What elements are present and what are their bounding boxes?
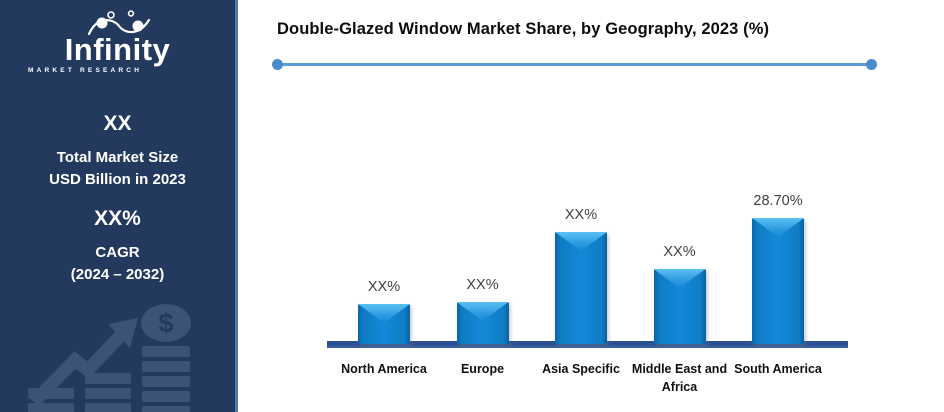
category-label: North America (341, 362, 427, 376)
infinity-loop-icon (87, 10, 150, 36)
stat-market-size-label-line1: Total Market Size (56, 149, 179, 166)
data-label: XX% (663, 244, 696, 260)
stat-cagr: XX% CAGR (2024 – 2032) (0, 207, 235, 286)
svg-text:$: $ (158, 308, 173, 338)
bar-europe (456, 302, 509, 344)
bar-middle-east-and-africa (653, 269, 706, 344)
stat-market-size: XX Total Market Size USD Billion in 2023 (0, 112, 235, 191)
category-label: Middle East and Africa (631, 362, 728, 394)
x-axis-line (327, 341, 848, 348)
divider-line (277, 63, 872, 66)
category-label: Europe (460, 362, 505, 376)
category-label: South America (734, 362, 822, 376)
category-label: Asia Specific (542, 362, 620, 376)
brand-logo: Infinity MARKET RESEARCH (0, 10, 235, 74)
stat-cagr-label-line2: (2024 – 2032) (70, 265, 165, 283)
chart-title: Double-Glazed Window Market Share, by Ge… (277, 20, 770, 38)
divider-left-dot (272, 59, 283, 70)
stat-market-size-label-line2: USD Billion in 2023 (49, 170, 186, 188)
data-label: XX% (564, 207, 598, 223)
bar-asia-specific (555, 232, 607, 344)
bar-north-america (358, 304, 410, 344)
stat-market-size-value: XX (103, 112, 132, 135)
sidebar: Infinity MARKET RESEARCH XX Total Market… (0, 0, 238, 412)
data-label: 28.70% (753, 193, 803, 209)
bar-south-america (752, 218, 804, 344)
brand-name: Infinity (64, 32, 171, 67)
stat-cagr-label-line1: CAGR (95, 244, 140, 261)
data-label: XX% (466, 277, 499, 293)
title-divider (272, 59, 877, 70)
data-label: XX% (367, 279, 401, 295)
stat-cagr-value: XX% (94, 207, 141, 230)
growth-chart-dollar-icon: $ (28, 304, 191, 412)
brand-tagline: MARKET RESEARCH (28, 67, 143, 74)
divider-right-dot (866, 59, 877, 70)
